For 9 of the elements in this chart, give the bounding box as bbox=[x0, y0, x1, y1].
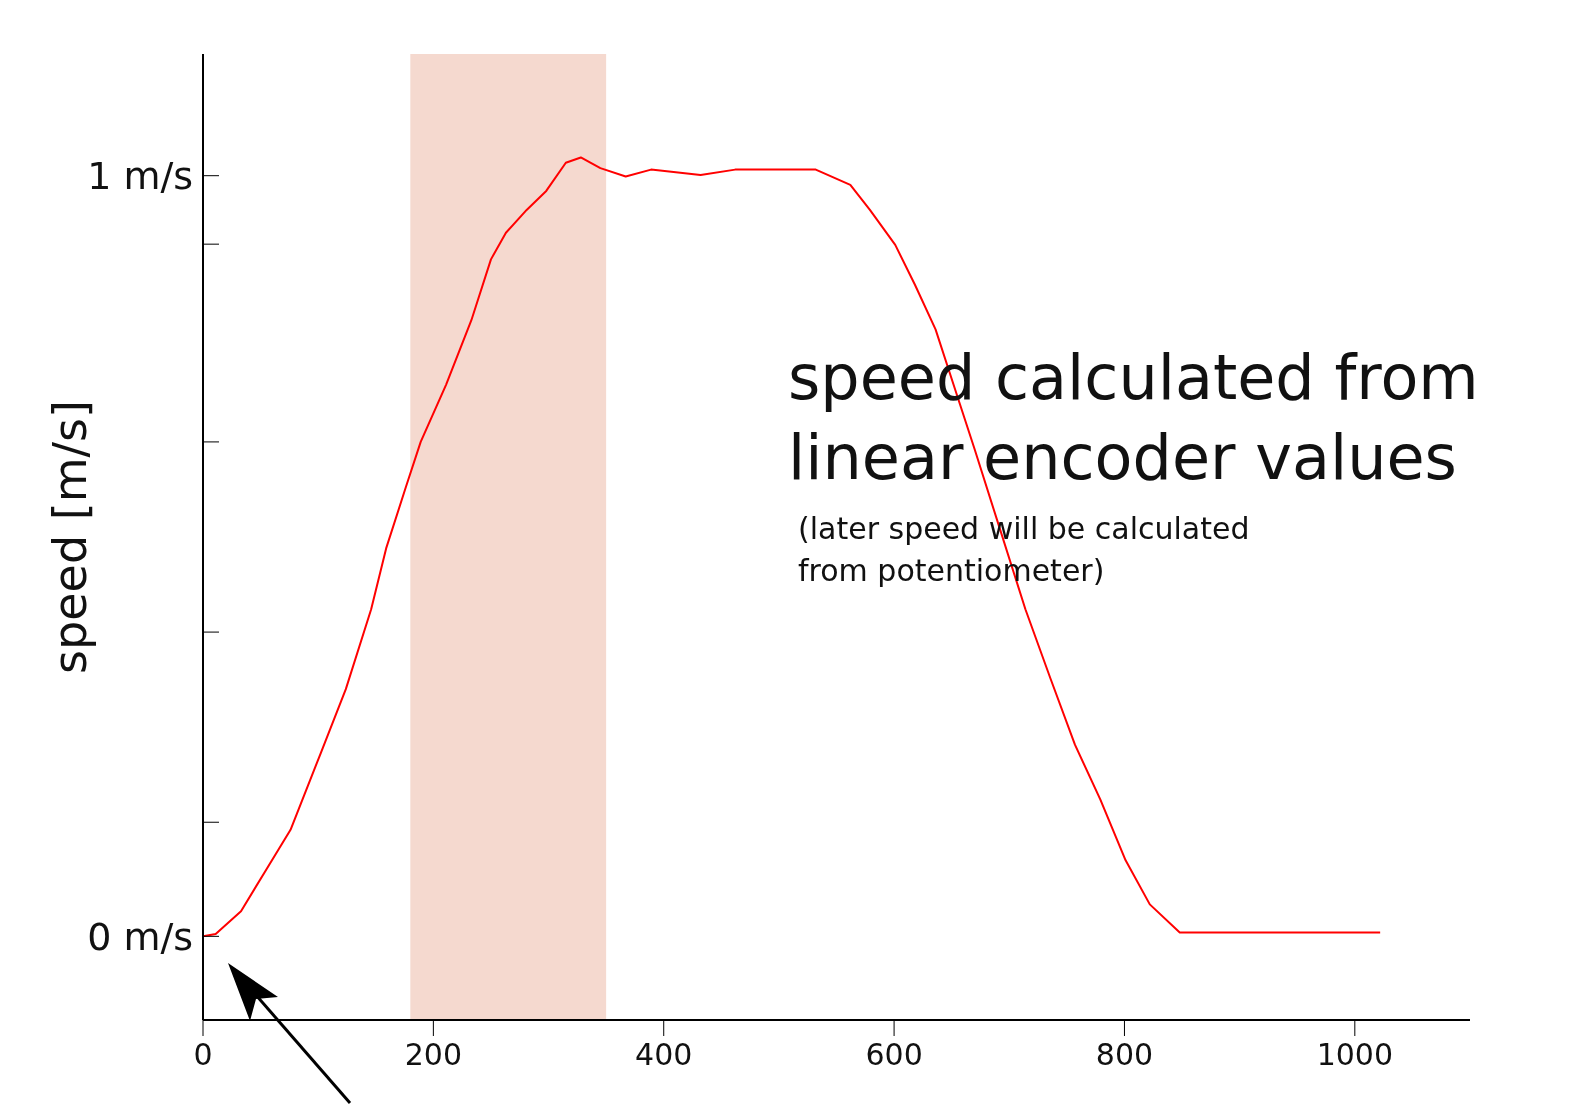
x-tick-label: 600 bbox=[865, 1037, 923, 1073]
x-tick-label: 0 bbox=[193, 1037, 213, 1073]
y-tick-label: 0 m/s bbox=[87, 914, 193, 959]
x-tick-label: 800 bbox=[1095, 1037, 1154, 1073]
y-tick-label: 1 m/s bbox=[87, 154, 193, 199]
x-tick-label: 200 bbox=[404, 1037, 462, 1073]
x-tick-label: 1000 bbox=[1316, 1037, 1393, 1073]
y-axis-title: speed [m/s] bbox=[43, 400, 98, 674]
x-tick-label: 400 bbox=[635, 1037, 693, 1073]
